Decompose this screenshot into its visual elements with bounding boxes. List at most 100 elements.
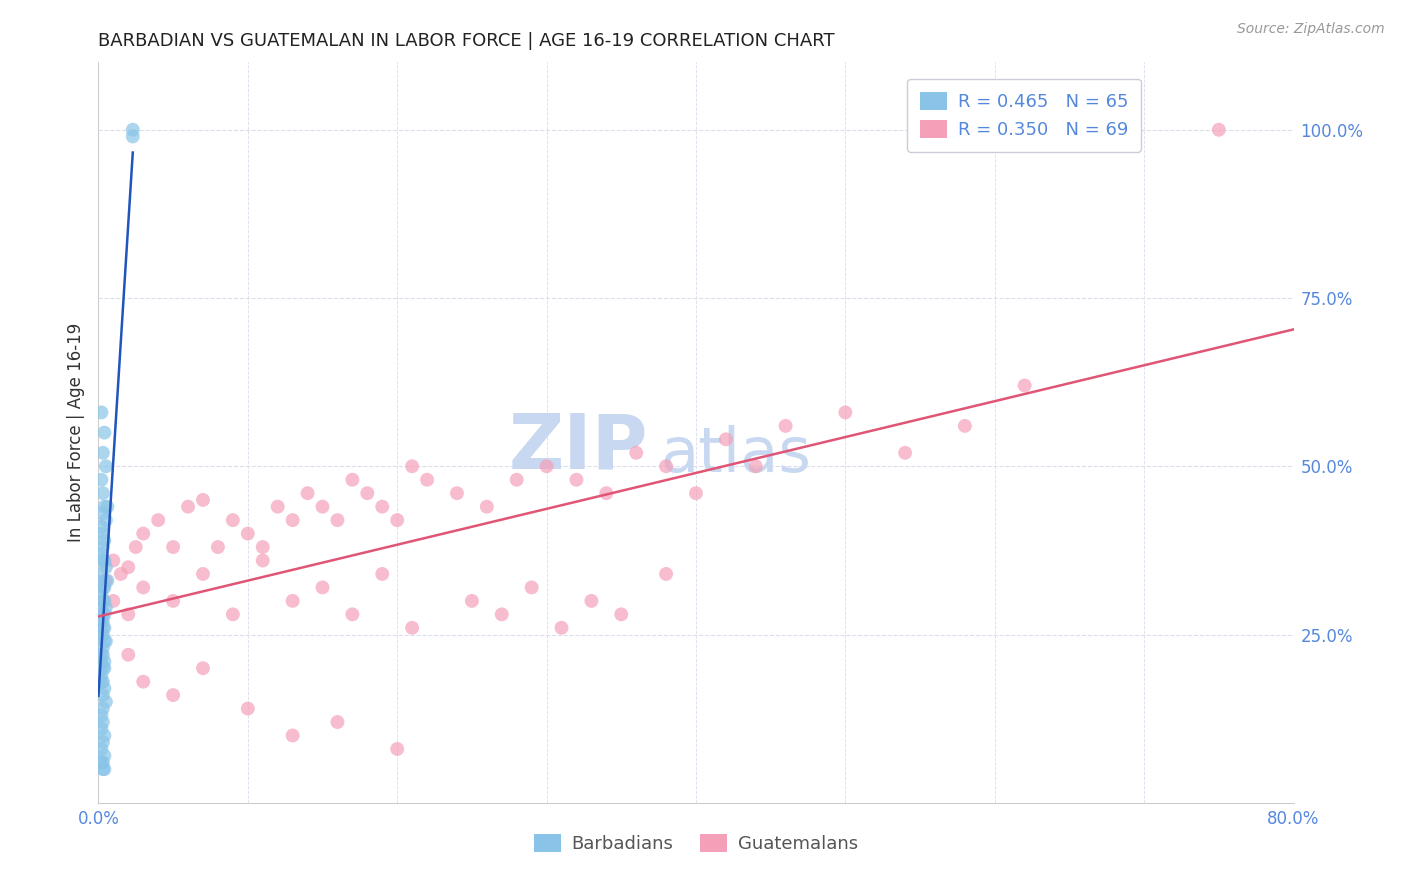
Guatemalans	[536, 459, 558, 474]
Barbadians	[121, 129, 143, 144]
Guatemalans	[775, 418, 797, 433]
Barbadians	[91, 553, 114, 567]
Barbadians	[91, 540, 114, 554]
Guatemalans	[326, 714, 349, 729]
Guatemalans	[491, 607, 513, 622]
Barbadians	[96, 500, 118, 514]
Barbadians	[93, 607, 115, 622]
Barbadians	[93, 655, 115, 669]
Guatemalans	[342, 473, 364, 487]
Guatemalans	[311, 500, 333, 514]
Barbadians	[96, 574, 118, 588]
Guatemalans	[385, 513, 409, 527]
Guatemalans	[685, 486, 707, 500]
Guatemalans	[894, 446, 917, 460]
Guatemalans	[610, 607, 633, 622]
Guatemalans	[311, 581, 333, 595]
Barbadians	[91, 688, 114, 702]
Guatemalans	[222, 513, 245, 527]
Barbadians	[90, 708, 112, 723]
Guatemalans	[401, 459, 423, 474]
Guatemalans	[281, 729, 304, 743]
Barbadians	[90, 600, 112, 615]
Guatemalans	[626, 446, 648, 460]
Barbadians	[90, 566, 112, 581]
Barbadians	[91, 756, 114, 770]
Text: atlas: atlas	[661, 425, 811, 485]
Barbadians	[90, 614, 112, 628]
Guatemalans	[236, 526, 259, 541]
Guatemalans	[222, 607, 245, 622]
Guatemalans	[834, 405, 856, 419]
Guatemalans	[655, 566, 678, 581]
Barbadians	[91, 627, 114, 641]
Guatemalans	[475, 500, 498, 514]
Guatemalans	[416, 473, 439, 487]
Barbadians	[91, 614, 114, 628]
Barbadians	[93, 500, 115, 514]
Barbadians	[94, 513, 117, 527]
Barbadians	[121, 122, 143, 136]
Guatemalans	[356, 486, 378, 500]
Barbadians	[94, 695, 117, 709]
Guatemalans	[125, 540, 148, 554]
Barbadians	[91, 526, 114, 541]
Guatemalans	[103, 553, 125, 567]
Y-axis label: In Labor Force | Age 16-19: In Labor Force | Age 16-19	[66, 323, 84, 542]
Text: BARBADIAN VS GUATEMALAN IN LABOR FORCE | AGE 16-19 CORRELATION CHART: BARBADIAN VS GUATEMALAN IN LABOR FORCE |…	[98, 32, 835, 50]
Barbadians	[90, 547, 112, 561]
Barbadians	[93, 594, 115, 608]
Guatemalans	[281, 513, 304, 527]
Guatemalans	[342, 607, 364, 622]
Guatemalans	[506, 473, 529, 487]
Barbadians	[91, 661, 114, 675]
Guatemalans	[236, 701, 259, 715]
Barbadians	[90, 627, 112, 641]
Guatemalans	[953, 418, 976, 433]
Barbadians	[90, 668, 112, 682]
Guatemalans	[191, 661, 214, 675]
Barbadians	[93, 533, 115, 548]
Guatemalans	[252, 540, 274, 554]
Barbadians	[93, 762, 115, 776]
Barbadians	[91, 607, 114, 622]
Barbadians	[91, 674, 114, 689]
Guatemalans	[148, 513, 170, 527]
Guatemalans	[252, 553, 274, 567]
Guatemalans	[117, 607, 139, 622]
Barbadians	[91, 714, 114, 729]
Guatemalans	[132, 674, 155, 689]
Guatemalans	[162, 540, 184, 554]
Barbadians	[91, 648, 114, 662]
Guatemalans	[267, 500, 290, 514]
Barbadians	[93, 681, 115, 696]
Barbadians	[91, 507, 114, 521]
Guatemalans	[117, 560, 139, 574]
Guatemalans	[401, 621, 423, 635]
Barbadians	[90, 742, 112, 756]
Barbadians	[93, 425, 115, 440]
Barbadians	[94, 459, 117, 474]
Barbadians	[90, 587, 112, 601]
Guatemalans	[714, 433, 737, 447]
Guatemalans	[326, 513, 349, 527]
Guatemalans	[191, 492, 214, 507]
Guatemalans	[162, 688, 184, 702]
Barbadians	[91, 621, 114, 635]
Barbadians	[91, 701, 114, 715]
Barbadians	[94, 560, 117, 574]
Guatemalans	[581, 594, 603, 608]
Text: Source: ZipAtlas.com: Source: ZipAtlas.com	[1237, 22, 1385, 37]
Barbadians	[91, 640, 114, 655]
Guatemalans	[745, 459, 768, 474]
Guatemalans	[132, 526, 155, 541]
Guatemalans	[1014, 378, 1036, 392]
Barbadians	[90, 674, 112, 689]
Guatemalans	[94, 574, 117, 588]
Guatemalans	[655, 459, 678, 474]
Guatemalans	[565, 473, 588, 487]
Guatemalans	[371, 500, 394, 514]
Guatemalans	[297, 486, 319, 500]
Guatemalans	[281, 594, 304, 608]
Guatemalans	[446, 486, 468, 500]
